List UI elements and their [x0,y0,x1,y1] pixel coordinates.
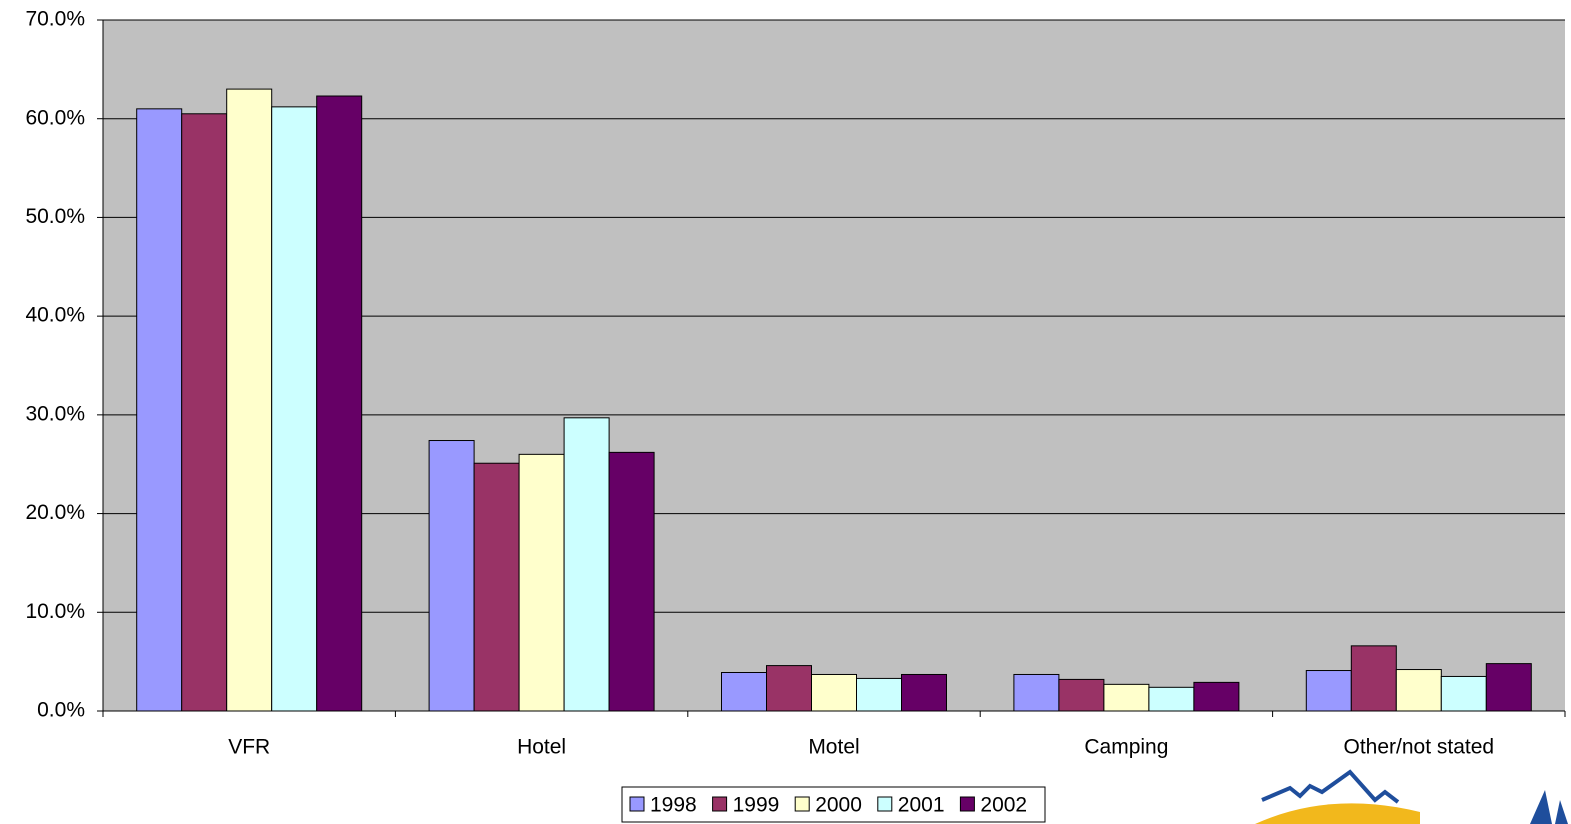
legend: 1998 1999 2000 2001 2002 [621,786,1046,823]
legend-label: 2001 [898,794,945,817]
bar [811,673,857,712]
legend-label: 1999 [733,794,780,817]
bar [1440,675,1487,712]
y-tick-label: 50.0% [25,205,85,228]
bar [766,665,812,712]
bar [428,440,475,712]
x-tick-label: Other/not stated [1344,736,1495,759]
bar [856,677,902,712]
legend-label: 2002 [980,794,1027,817]
y-tick-label: 20.0% [25,501,85,524]
x-tick-label: VFR [228,736,270,759]
legend-swatch [794,796,810,812]
logo-sun [1255,803,1420,824]
bar [226,88,273,712]
bar [608,451,655,712]
bar [1103,683,1150,712]
bar [721,672,767,712]
bar [1305,670,1352,712]
legend-label: 1998 [650,794,697,817]
y-tick-label: 70.0% [25,8,85,31]
logo-mountains [1261,769,1400,804]
bar [518,453,565,712]
y-tick-label: 40.0% [25,304,85,327]
legend-swatch [712,796,728,812]
legend-swatch [629,796,645,812]
legend-swatch [959,796,975,812]
y-tick-label: 60.0% [25,106,85,129]
legend-swatch [877,796,893,812]
bar [316,95,363,712]
logo-mark [1530,790,1568,824]
legend-label: 2000 [815,794,862,817]
x-tick-label: Motel [808,736,859,759]
bar [181,113,228,712]
bar [563,417,610,712]
bar [1148,686,1195,712]
bar [1193,681,1240,712]
x-tick-label: Camping [1084,736,1168,759]
logo [1255,769,1568,824]
bar [1350,645,1397,712]
y-tick-label: 10.0% [25,600,85,623]
bar [1395,669,1442,712]
bar [1485,663,1532,712]
bar [1058,678,1105,712]
bar [1013,673,1060,712]
bar [271,106,318,712]
bar [473,462,520,712]
y-tick-label: 30.0% [25,402,85,425]
bar [136,108,183,712]
x-tick-label: Hotel [517,736,566,759]
y-tick-label: 0.0% [37,699,85,722]
bar [901,673,947,712]
